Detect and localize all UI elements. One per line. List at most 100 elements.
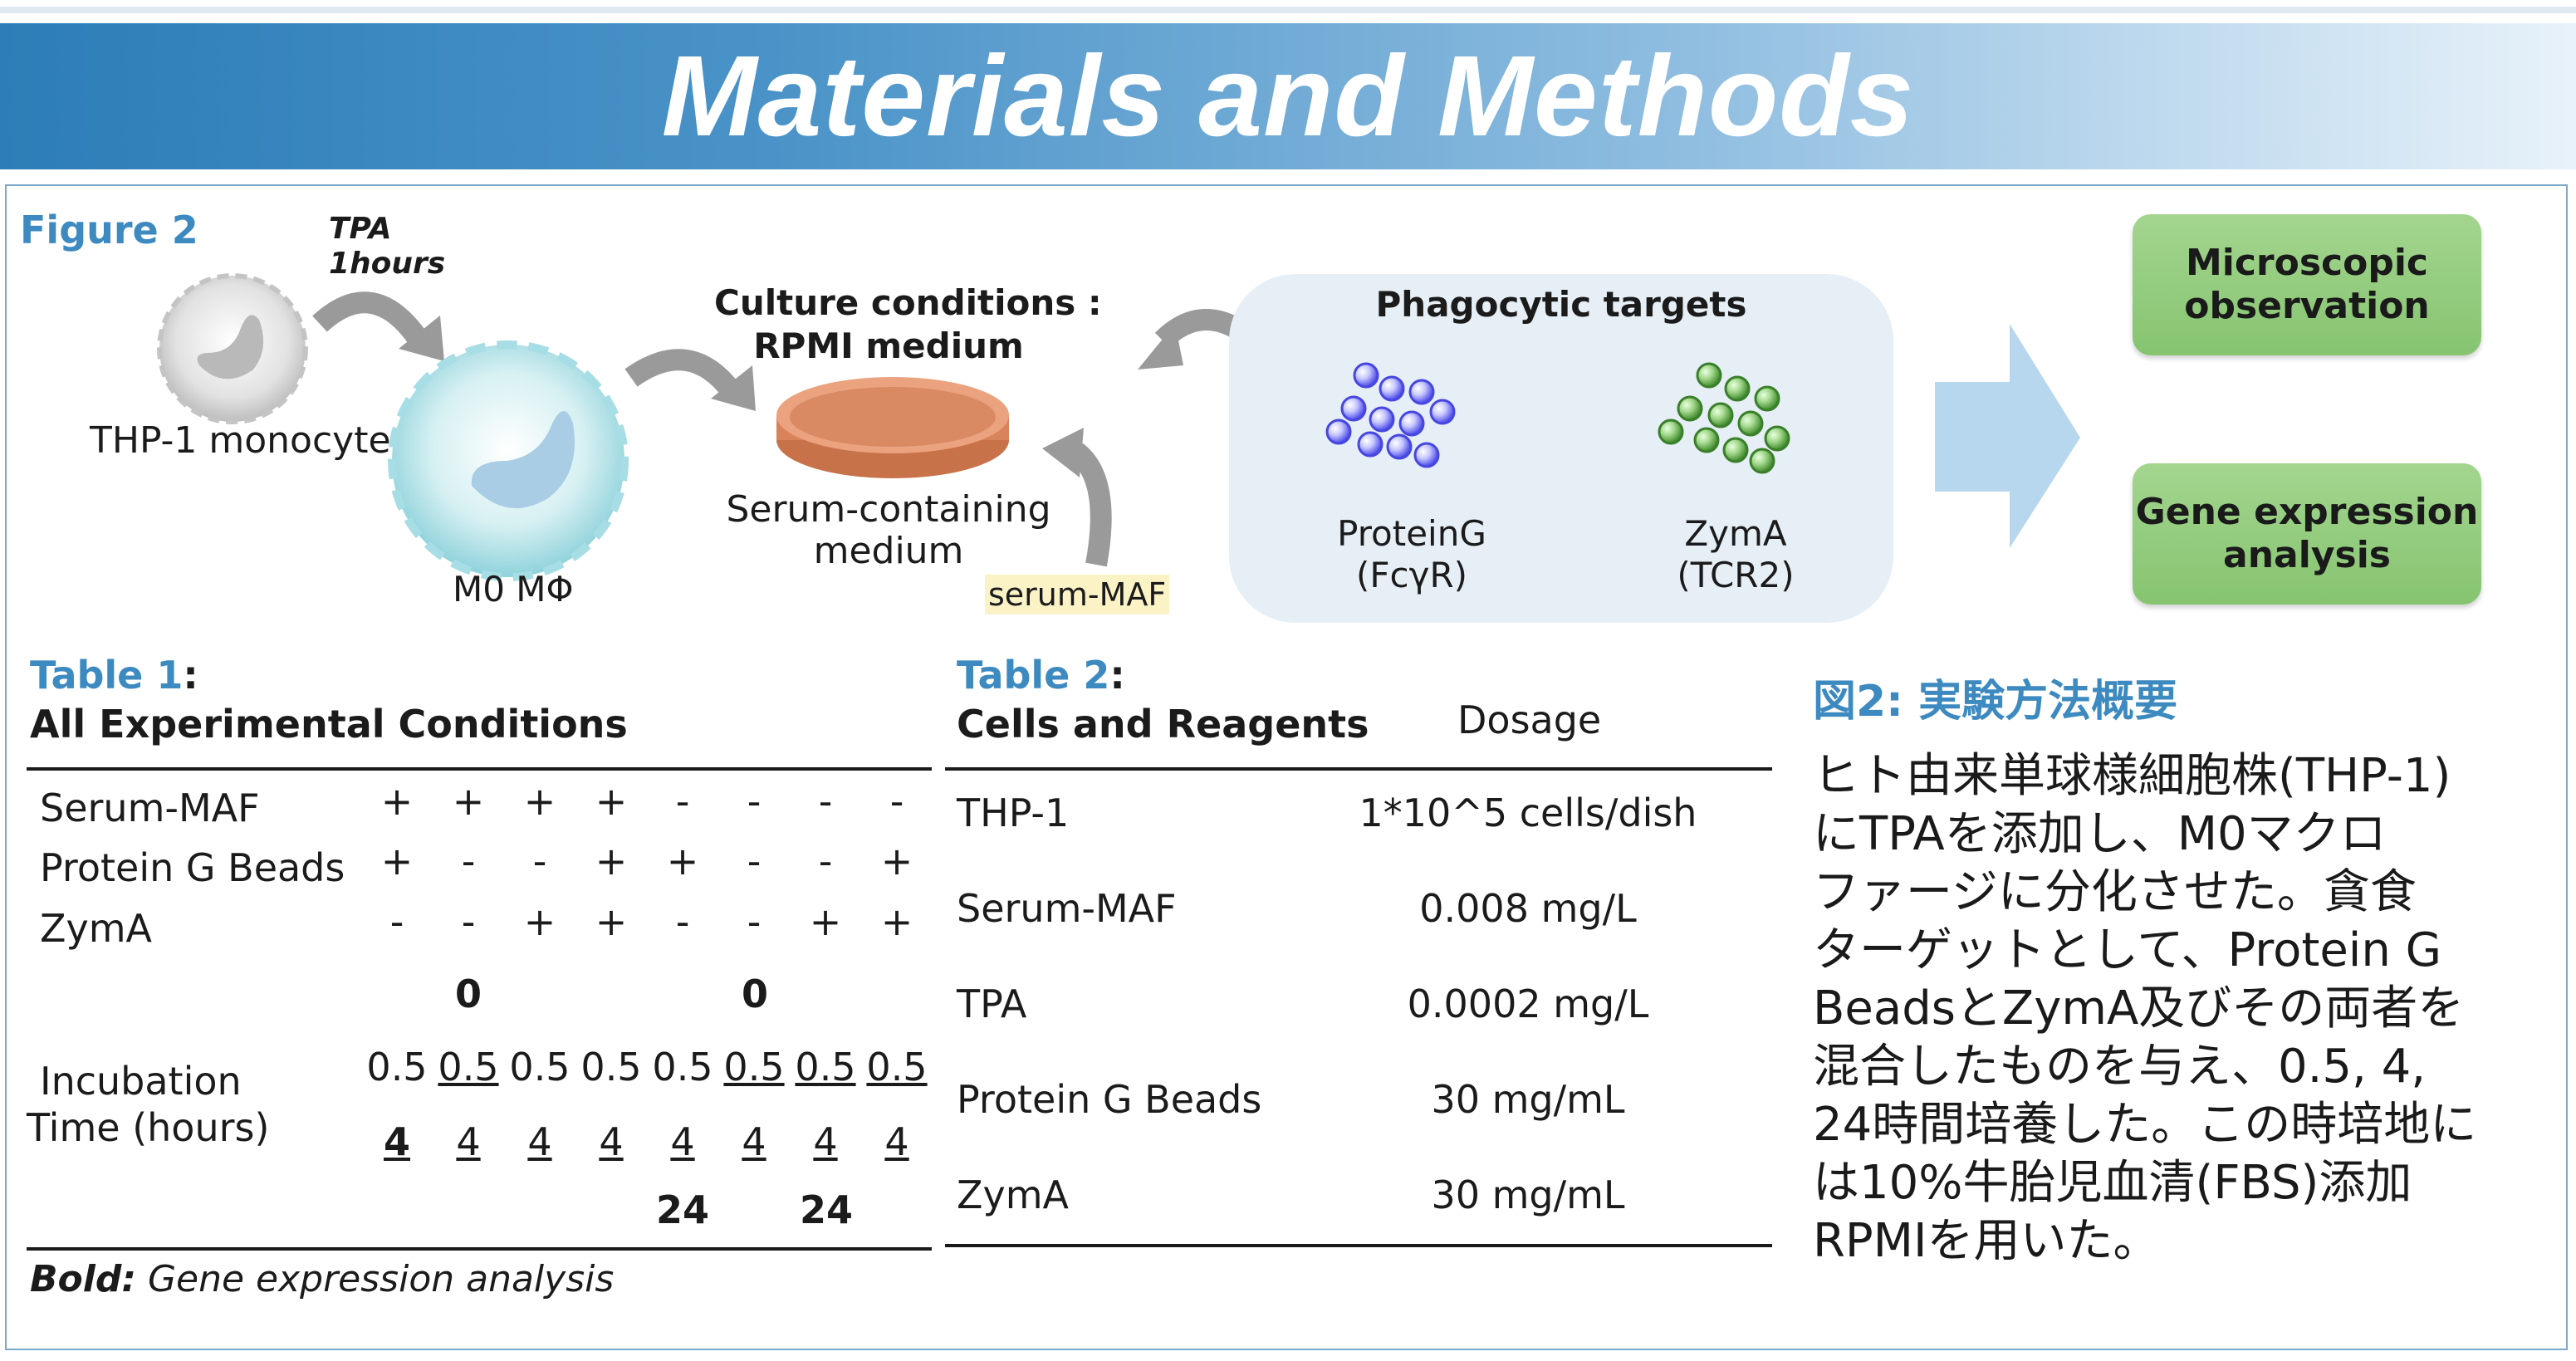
table2-row-dose: 30 mg/mL xyxy=(1431,1173,1625,1217)
figure-label: Figure 2 xyxy=(20,208,198,252)
four-hour-cell: 4 xyxy=(670,1119,695,1164)
table1-title: All Experimental Conditions xyxy=(30,702,628,747)
page-title: Materials and Methods xyxy=(661,32,1915,160)
condition-mark: + xyxy=(595,779,628,824)
table1-label: Table 1: xyxy=(30,653,198,698)
culture-dish xyxy=(776,377,1009,478)
half-hour-cell: 0.5 xyxy=(795,1045,856,1089)
culture-title-line1: Culture conditions : xyxy=(714,282,1102,323)
four-hour-cell: 4 xyxy=(383,1119,410,1164)
condition-mark: + xyxy=(666,839,699,884)
microscopic-observation-box: Microscopic observation xyxy=(2133,214,2481,355)
row-label-serum-maf: Serum-MAF xyxy=(40,786,260,830)
table2-row-dose: 1*10^5 cells/dish xyxy=(1359,791,1697,835)
four-hour-cell: 4 xyxy=(884,1119,909,1164)
four-hour-cell: 4 xyxy=(742,1119,766,1164)
box2-line1: Gene expression xyxy=(2135,491,2479,533)
time-24-a: 24 xyxy=(656,1187,710,1232)
top-rule xyxy=(0,7,2576,13)
thp1-label: THP-1 monocyte xyxy=(90,419,391,462)
condition-mark: - xyxy=(532,839,547,884)
summary-line: ターゲットとして、Protein G xyxy=(1813,923,2442,977)
serum-maf-tag: serum-MAF xyxy=(985,575,1170,614)
content-frame xyxy=(5,184,2568,1350)
protein-g-beads-icon xyxy=(1325,362,1456,468)
condition-mark: - xyxy=(461,839,476,884)
table1-label-text: Table 1 xyxy=(30,653,184,698)
m0-label: M0 MΦ xyxy=(453,569,574,610)
time-24-b: 24 xyxy=(800,1187,854,1232)
condition-mark: - xyxy=(747,779,762,824)
table2-row-dose: 30 mg/mL xyxy=(1431,1077,1625,1122)
summary-line: 混合したものを与え、0.5, 4, xyxy=(1813,1040,2427,1094)
table2-top-rule xyxy=(945,767,1772,771)
half-hour-cell: 0.5 xyxy=(438,1045,499,1089)
incubation-label-line1: Incubation xyxy=(40,1059,242,1104)
condition-mark: - xyxy=(747,839,762,884)
workflow-diagram xyxy=(157,273,2080,623)
table2-bottom-rule xyxy=(945,1244,1772,1247)
table2-title: Cells and Reagents xyxy=(957,702,1369,747)
m0-macrophage-cell xyxy=(388,340,629,581)
table1-top-rule xyxy=(27,767,932,771)
summary-title: 図2: 実験方法概要 xyxy=(1813,677,2178,727)
arrow-tpa xyxy=(312,291,429,347)
four-hour-cell: 4 xyxy=(599,1119,624,1164)
summary-line: にTPAを添加し、M0マクロ xyxy=(1813,807,2387,861)
table2-row-dose: 0.0002 mg/L xyxy=(1407,982,1649,1026)
condition-mark: + xyxy=(880,839,913,884)
half-hour-cell: 0.5 xyxy=(652,1045,713,1089)
zyma-label-line1: ZymA xyxy=(1684,513,1787,554)
table2-row-dose: 0.008 mg/L xyxy=(1419,886,1637,931)
condition-mark: + xyxy=(380,779,414,824)
half-hour-cell: 0.5 xyxy=(509,1045,571,1089)
footnote-text: Gene expression analysis xyxy=(135,1258,615,1300)
row-label-protein-g: Protein G Beads xyxy=(40,845,345,890)
time-zero-b: 0 xyxy=(742,972,769,1016)
title-banner xyxy=(0,23,2576,169)
targets-title: Phagocytic targets xyxy=(1375,284,1747,325)
summary-line: RPMIを用いた。 xyxy=(1813,1214,2160,1268)
four-hour-cell: 4 xyxy=(456,1119,481,1164)
proteing-label-line2: (FcγR) xyxy=(1355,555,1468,595)
condition-mark: + xyxy=(880,899,913,944)
box1-line1: Microscopic xyxy=(2185,242,2429,284)
table1-colon: : xyxy=(183,653,198,698)
table2-row-name: TPA xyxy=(957,982,1027,1026)
thp1-monocyte-cell xyxy=(157,273,308,424)
targets-panel xyxy=(1229,274,1893,623)
condition-mark: - xyxy=(747,899,762,944)
four-hour-cell: 4 xyxy=(527,1119,552,1164)
summary-line: BeadsとZymA及びその両者を xyxy=(1813,982,2465,1035)
summary-line: 24時間培養した。この時培地に xyxy=(1813,1098,2477,1152)
condition-mark: + xyxy=(523,779,556,824)
condition-mark: - xyxy=(461,899,476,944)
culture-title-line2: RPMI medium xyxy=(753,326,1024,366)
half-hour-cell: 0.5 xyxy=(723,1045,785,1089)
table2-label: Table 2: xyxy=(957,653,1125,698)
half-hour-cell: 0.5 xyxy=(580,1045,642,1089)
table2-dosage-header: Dosage xyxy=(1457,698,1602,742)
condition-mark: + xyxy=(380,839,414,884)
footnote-bold: Bold: xyxy=(30,1258,136,1300)
arrow-to-dish xyxy=(624,349,740,398)
dish-label-line2: medium xyxy=(813,530,964,572)
table2-colon: : xyxy=(1109,653,1125,698)
condition-mark: - xyxy=(675,779,690,824)
row-label-zyma: ZymA xyxy=(40,906,153,951)
condition-mark: - xyxy=(889,779,904,824)
condition-mark: + xyxy=(595,839,628,884)
condition-mark: - xyxy=(389,899,404,944)
box2-line2: analysis xyxy=(2223,534,2391,576)
condition-mark: - xyxy=(818,839,833,884)
proteing-label-line1: ProteinG xyxy=(1337,513,1486,554)
condition-mark: - xyxy=(675,899,690,944)
condition-mark: + xyxy=(595,899,628,944)
condition-mark: + xyxy=(809,899,842,944)
gene-expression-box: Gene expression analysis xyxy=(2133,463,2481,605)
dish-label-line1: Serum-containing xyxy=(726,488,1051,531)
condition-mark: + xyxy=(523,899,556,944)
table2-row-name: ZymA xyxy=(957,1173,1070,1217)
big-right-arrow xyxy=(1935,324,2080,548)
box1-line2: observation xyxy=(2184,285,2430,327)
